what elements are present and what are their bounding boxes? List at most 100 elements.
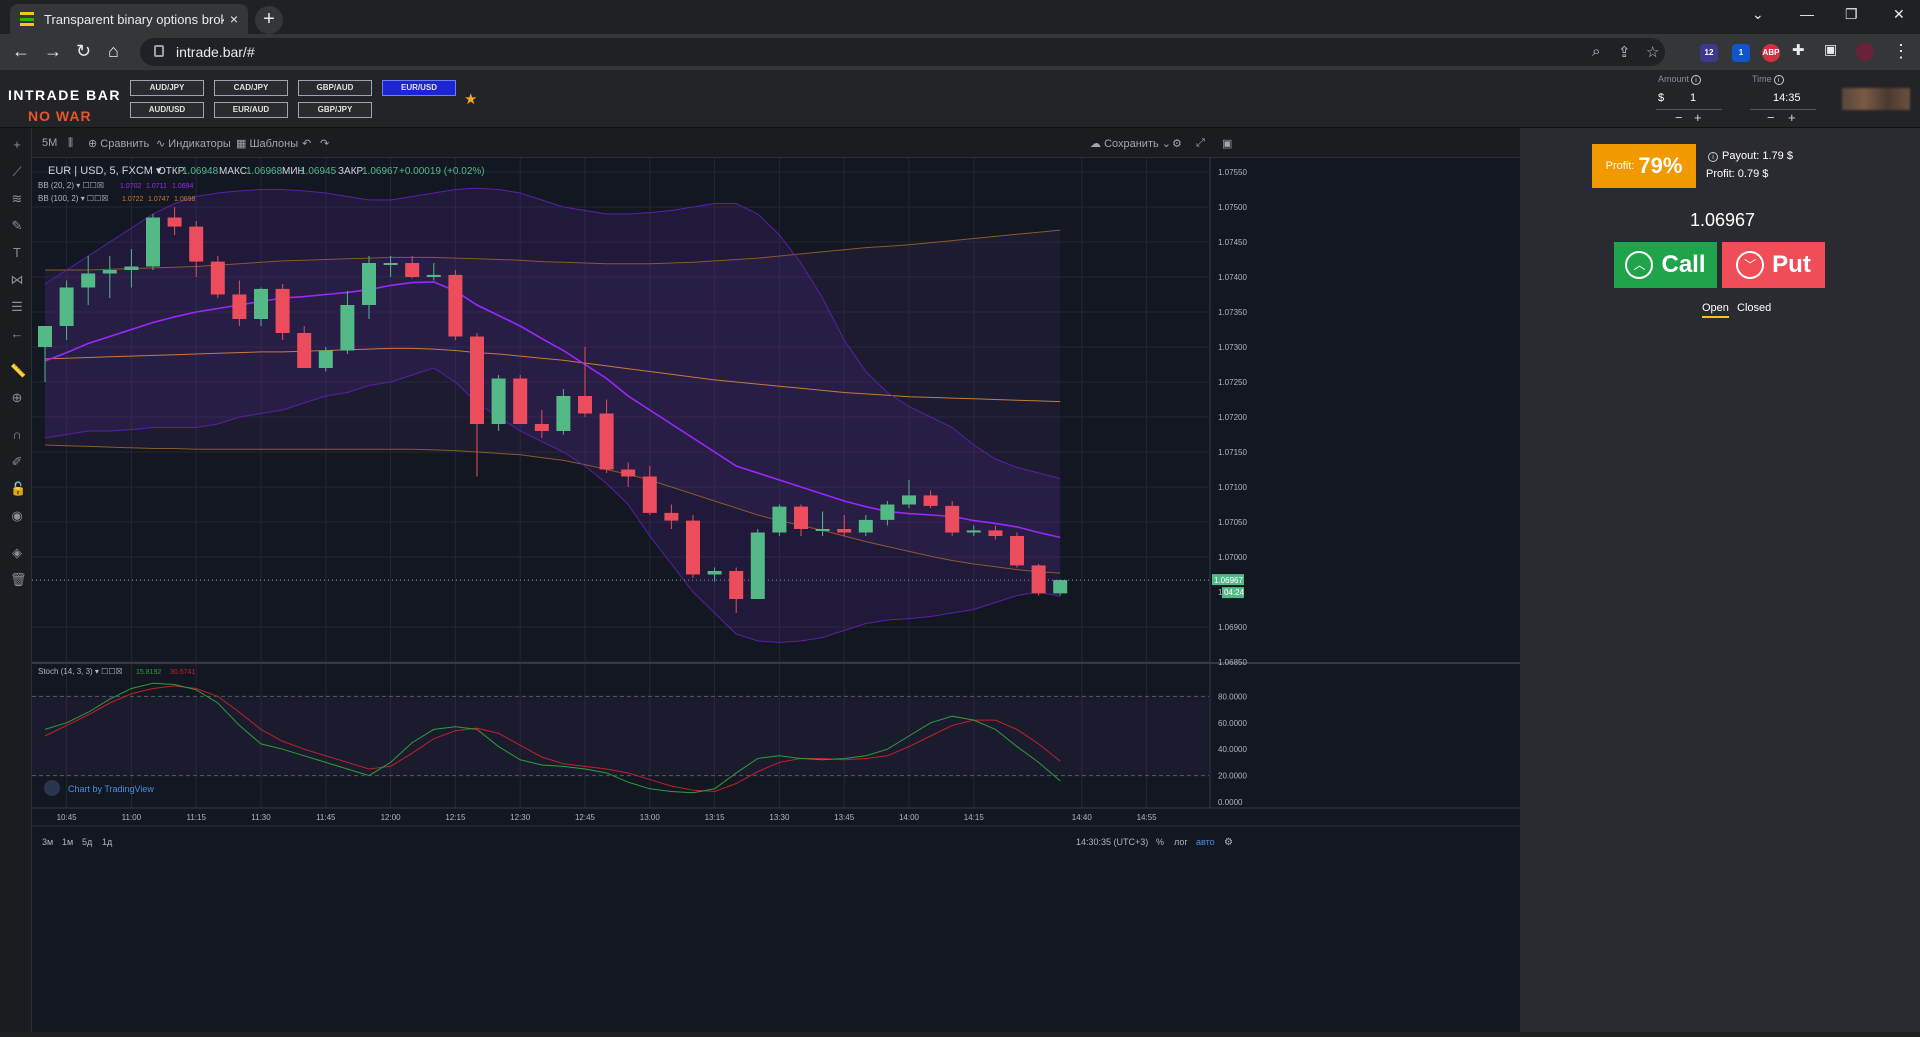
brush-icon[interactable]: ✎: [11, 218, 23, 233]
pair-button-active[interactable]: EUR/USD: [382, 80, 456, 96]
candle-body[interactable]: [534, 424, 549, 431]
axis-settings-gear-icon[interactable]: ⚙: [1224, 837, 1233, 848]
candle-body[interactable]: [167, 217, 182, 227]
pair-button[interactable]: AUD/USD: [130, 102, 204, 118]
candle-body[interactable]: [340, 305, 355, 351]
pair-button[interactable]: CAD/JPY: [214, 80, 288, 96]
screenshot-camera-icon[interactable]: ▣: [1222, 138, 1233, 150]
back-icon[interactable]: ←: [12, 41, 30, 61]
tab-search-chevron-icon[interactable]: ⌄: [1752, 6, 1764, 22]
price-chart[interactable]: 1.07550 1.07500 1.07450 1.07400 1.07350 1.073…: [32, 158, 1520, 1032]
fullscreen-icon[interactable]: ⤢: [1196, 137, 1205, 149]
candle-body[interactable]: [642, 476, 657, 513]
trash-icon[interactable]: 🗑: [10, 572, 27, 587]
candle-body[interactable]: [1010, 536, 1024, 566]
favorite-star-icon[interactable]: ★: [464, 91, 478, 108]
redo-icon[interactable]: ↷: [320, 138, 330, 150]
chart-area[interactable]: 1.07550 1.07500 1.07450 1.07400 1.07350 1.073…: [32, 158, 1520, 1032]
candle-body[interactable]: [124, 266, 139, 271]
candle-body[interactable]: [210, 261, 225, 295]
auto-scale-button[interactable]: авто: [1196, 837, 1215, 847]
candle-body[interactable]: [858, 519, 873, 533]
candle-body[interactable]: [1053, 580, 1068, 594]
candle-body[interactable]: [945, 505, 960, 533]
amount-decrease-button[interactable]: −: [1675, 110, 1683, 125]
user-avatar[interactable]: [1842, 88, 1910, 110]
candle-body[interactable]: [38, 326, 52, 347]
range-button[interactable]: 3м: [42, 837, 53, 847]
candle-body[interactable]: [880, 504, 895, 520]
pair-button[interactable]: EUR/AUD: [214, 102, 288, 118]
candle-body[interactable]: [405, 263, 420, 277]
candle-body[interactable]: [448, 274, 463, 337]
candle-body[interactable]: [146, 217, 160, 267]
pair-button[interactable]: AUD/JPY: [130, 80, 204, 96]
undo-icon[interactable]: ↶: [302, 138, 312, 150]
candle-body[interactable]: [837, 529, 852, 533]
candle-body[interactable]: [988, 530, 1003, 536]
put-button[interactable]: ﹀ Put: [1722, 242, 1825, 288]
percent-scale-button[interactable]: %: [1156, 837, 1164, 847]
candle-body[interactable]: [297, 333, 312, 368]
candle-body[interactable]: [426, 274, 441, 277]
amount-input[interactable]: 1: [1690, 92, 1697, 104]
zoom-icon[interactable]: ⌕: [1592, 43, 1601, 60]
candle-body[interactable]: [902, 495, 916, 505]
candle-body[interactable]: [815, 529, 830, 531]
candle-body[interactable]: [102, 270, 117, 274]
info-icon[interactable]: i: [1773, 75, 1784, 85]
candle-body[interactable]: [1031, 565, 1046, 594]
zoom-in-icon[interactable]: ⊕: [11, 390, 23, 405]
trendline-icon[interactable]: ⟋: [12, 164, 22, 179]
amount-increase-button[interactable]: +: [1694, 110, 1702, 125]
candle-body[interactable]: [966, 530, 981, 533]
restore-icon[interactable]: ❐: [1845, 6, 1858, 22]
window-close-icon[interactable]: ✕: [1893, 6, 1905, 22]
interval-button[interactable]: 5M: [42, 137, 58, 149]
candle-body[interactable]: [729, 571, 744, 599]
crosshair-icon[interactable]: +: [13, 137, 21, 152]
range-button[interactable]: 1м: [62, 837, 73, 847]
time-decrease-button[interactable]: −: [1767, 110, 1775, 125]
candle-body[interactable]: [556, 396, 571, 431]
position-icon[interactable]: ☰: [11, 299, 23, 314]
extensions-puzzle-icon[interactable]: ✚: [1792, 42, 1805, 59]
candle-body[interactable]: [491, 378, 506, 425]
minimize-icon[interactable]: —: [1800, 6, 1814, 22]
candle-body[interactable]: [254, 288, 268, 319]
adblock-icon[interactable]: ABP: [1762, 44, 1780, 62]
candle-body[interactable]: [686, 520, 700, 575]
extension-shield-icon[interactable]: 1: [1732, 44, 1750, 62]
candle-body[interactable]: [599, 413, 614, 470]
candle-body[interactable]: [923, 495, 938, 506]
settings-gear-icon[interactable]: ⚙: [1172, 138, 1182, 150]
candle-body[interactable]: [318, 350, 333, 369]
candle-body[interactable]: [232, 294, 247, 320]
time-increase-button[interactable]: +: [1788, 110, 1796, 125]
log-scale-button[interactable]: лог: [1174, 837, 1188, 847]
candle-body[interactable]: [81, 273, 96, 288]
new-tab-button[interactable]: +: [255, 6, 283, 34]
browser-menu-icon[interactable]: ⋮: [1892, 41, 1910, 61]
extension-badge-icon[interactable]: 12: [1700, 44, 1718, 62]
eye-icon[interactable]: ◉: [11, 508, 23, 523]
candle-body[interactable]: [59, 287, 74, 327]
info-icon[interactable]: i: [1708, 152, 1718, 162]
back-arrow-icon[interactable]: ←: [10, 326, 24, 341]
home-icon[interactable]: ⌂: [108, 41, 119, 61]
range-button[interactable]: 5д: [82, 837, 93, 847]
bookmark-star-icon[interactable]: ☆: [1646, 44, 1660, 61]
sidepanel-icon[interactable]: ▣: [1824, 41, 1838, 57]
candle-body[interactable]: [772, 506, 787, 533]
candle-body[interactable]: [362, 263, 376, 305]
tab-close-icon[interactable]: ×: [229, 11, 238, 27]
candle-body[interactable]: [794, 506, 808, 529]
candle-body[interactable]: [664, 512, 679, 521]
tradingview-logo-icon[interactable]: [44, 780, 60, 796]
stay-drawing-icon[interactable]: ✐: [11, 454, 23, 469]
compare-button[interactable]: ⊕ Сравнить: [88, 138, 150, 150]
layers-icon[interactable]: ◈: [12, 545, 22, 560]
forward-icon[interactable]: →: [44, 41, 62, 61]
text-icon[interactable]: T: [13, 245, 21, 260]
ruler-icon[interactable]: 📏: [10, 363, 27, 378]
